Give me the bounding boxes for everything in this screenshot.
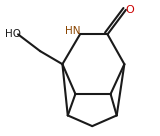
Text: O: O	[126, 5, 135, 15]
Text: HN: HN	[65, 26, 80, 36]
Text: HO: HO	[5, 29, 21, 39]
